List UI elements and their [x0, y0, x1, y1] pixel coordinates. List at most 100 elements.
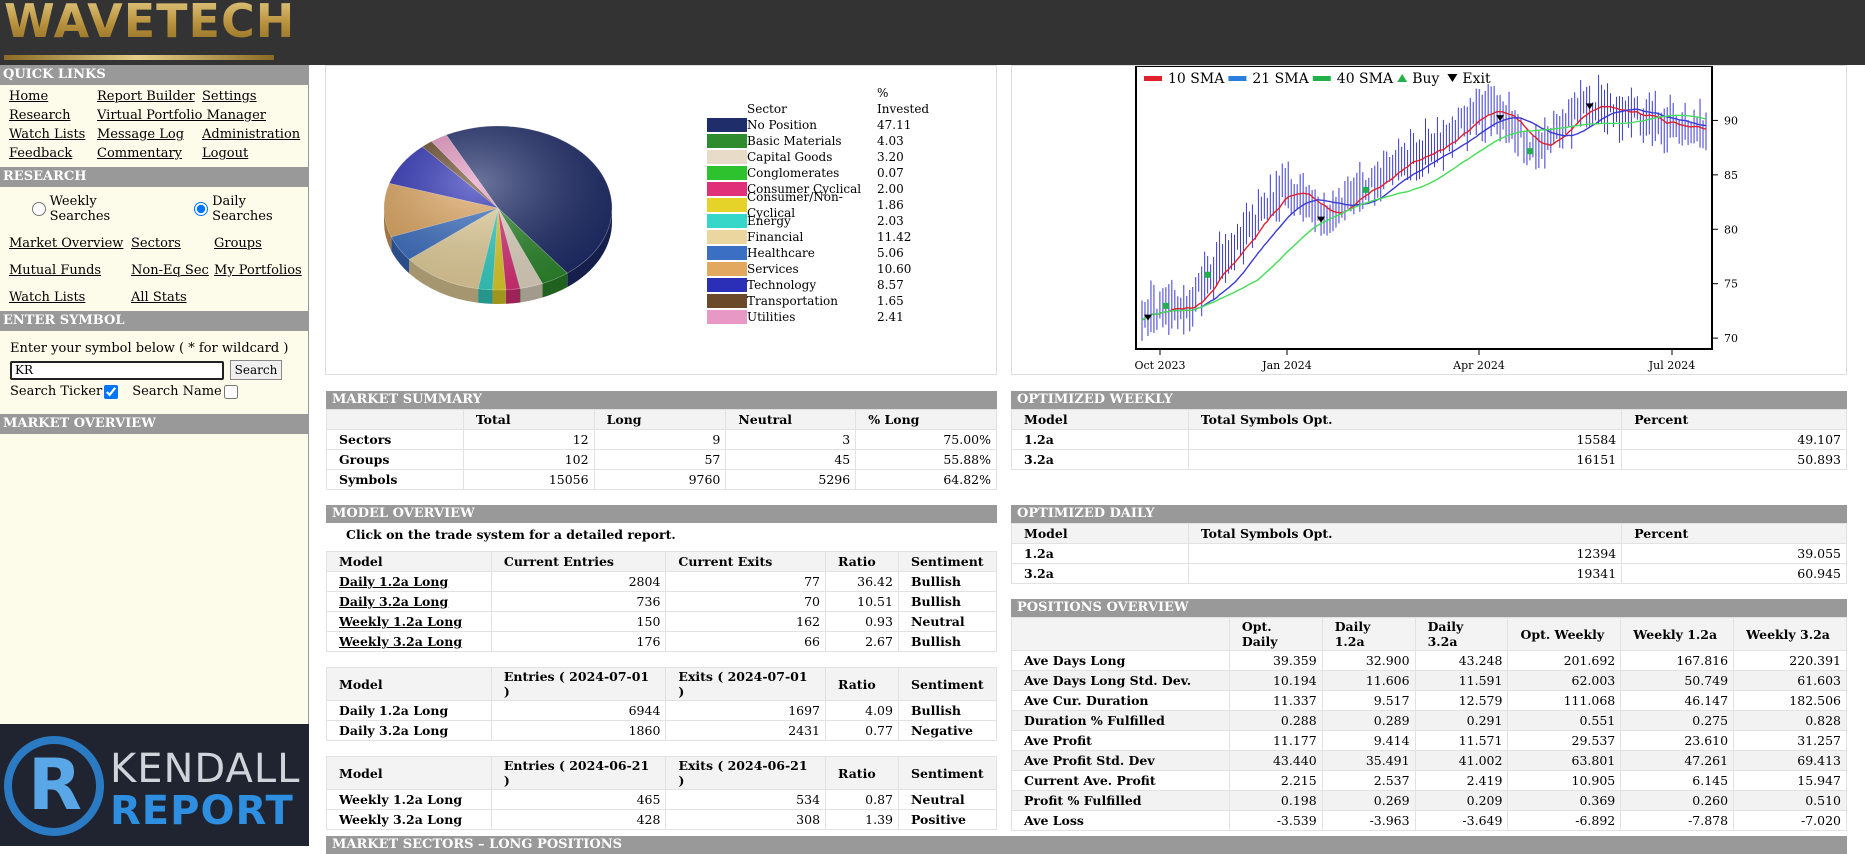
- search-name-checkbox[interactable]: [224, 385, 238, 399]
- model-current-model-link[interactable]: Daily 1.2a Long: [339, 574, 448, 589]
- pie-edge-energy: [478, 289, 492, 304]
- model-current-cell[interactable]: Daily 3.2a Long: [327, 592, 492, 612]
- link-virtual-portfolio-manager[interactable]: Virtual Portfolio Manager: [97, 108, 302, 123]
- model-weekly-header-4: Sentiment: [898, 757, 996, 790]
- link-research-watch-lists[interactable]: Watch Lists: [9, 290, 131, 305]
- link-administration[interactable]: Administration: [202, 127, 302, 142]
- model-current-cell[interactable]: Weekly 1.2a Long: [327, 612, 492, 632]
- link-sectors[interactable]: Sectors: [131, 236, 214, 251]
- link-message-log[interactable]: Message Log: [97, 127, 202, 142]
- model-weekly-cell: 534: [666, 790, 826, 810]
- model-current-model-link[interactable]: Weekly 3.2a Long: [339, 634, 462, 649]
- model-current-model-link[interactable]: Daily 3.2a Long: [339, 594, 448, 609]
- positions-cell: 43.440: [1229, 751, 1322, 771]
- model-current-header-2: Current Exits: [666, 552, 826, 572]
- link-settings[interactable]: Settings: [202, 89, 302, 104]
- positions-cell: Ave Profit: [1012, 731, 1230, 751]
- enter-symbol-title: ENTER SYMBOL: [0, 311, 308, 331]
- search-button[interactable]: Search: [230, 360, 282, 380]
- positions-cell: Ave Days Long Std. Dev.: [1012, 671, 1230, 691]
- legend-col-percent-1: %: [877, 85, 888, 101]
- legend-sector-value: 4.03: [877, 133, 904, 149]
- opt-daily-cell: 1.2a: [1012, 544, 1189, 564]
- positions-cell: 61.603: [1734, 671, 1847, 691]
- link-non-eq-sec[interactable]: Non-Eq Sec: [131, 263, 214, 278]
- legend-col-percent-2: Invested: [877, 101, 929, 117]
- link-my-portfolios[interactable]: My Portfolios: [214, 263, 309, 278]
- positions-cell: 0.828: [1734, 711, 1847, 731]
- positions-cell: 201.692: [1508, 651, 1621, 671]
- link-mutual-funds[interactable]: Mutual Funds: [9, 263, 131, 278]
- model-current-model-link[interactable]: Weekly 1.2a Long: [339, 614, 462, 629]
- link-research[interactable]: Research: [9, 108, 97, 123]
- legend-sector-name: Utilities: [747, 309, 877, 325]
- link-market-overview[interactable]: Market Overview: [9, 236, 131, 251]
- chart-legend-label: 10 SMA: [1168, 71, 1225, 87]
- legend-sector-name: Healthcare: [747, 245, 877, 261]
- opt-weekly-header-1: Total Symbols Opt.: [1188, 410, 1621, 430]
- radio-daily-label[interactable]: Daily Searches: [194, 194, 308, 224]
- market-summary-cell: 15056: [463, 470, 594, 490]
- positions-cell: 69.413: [1734, 751, 1847, 771]
- positions-cell: 43.248: [1415, 651, 1508, 671]
- legend-swatch: [707, 134, 747, 148]
- optimized-daily-title: OPTIMIZED DAILY: [1011, 505, 1847, 523]
- model-current-cell: 2.67: [826, 632, 899, 652]
- radio-weekly-label[interactable]: Weekly Searches: [32, 194, 158, 224]
- link-home[interactable]: Home: [9, 89, 97, 104]
- opt-weekly-cell: 1.2a: [1012, 430, 1189, 450]
- radio-weekly[interactable]: [32, 202, 46, 216]
- legend-sector-value: 8.57: [877, 277, 904, 293]
- symbol-input[interactable]: [10, 361, 224, 380]
- model-current-cell[interactable]: Daily 1.2a Long: [327, 572, 492, 592]
- legend-swatch: [707, 118, 747, 132]
- search-ticker-checkbox[interactable]: [104, 385, 118, 399]
- model-current-cell: 0.93: [826, 612, 899, 632]
- legend-sector-name: Services: [747, 261, 877, 277]
- model-overview-note: Click on the trade system for a detailed…: [326, 523, 997, 546]
- positions-cell: 10.905: [1508, 771, 1621, 791]
- legend-swatch: [707, 246, 747, 260]
- model-current-cell: 150: [491, 612, 666, 632]
- link-report-builder[interactable]: Report Builder: [97, 89, 202, 104]
- positions-cell: 15.947: [1734, 771, 1847, 791]
- radio-daily[interactable]: [194, 202, 208, 216]
- model-weekly-header-2: Exits ( 2024-06-21 ): [666, 757, 826, 790]
- link-watch-lists[interactable]: Watch Lists: [9, 127, 97, 142]
- symbol-search-area: Enter your symbol below ( * for wildcard…: [0, 331, 308, 405]
- opt-weekly-cell: 15584: [1188, 430, 1621, 450]
- search-name-label[interactable]: Search Name: [132, 384, 238, 399]
- link-groups[interactable]: Groups: [214, 236, 309, 251]
- research-links: Market Overview Sectors Groups Mutual Fu…: [0, 228, 308, 311]
- x-tick-label: Oct 2023: [1134, 359, 1185, 372]
- wavetech-logo[interactable]: WAVETECH: [4, 0, 295, 48]
- link-logout[interactable]: Logout: [202, 146, 302, 161]
- link-commentary[interactable]: Commentary: [97, 146, 202, 161]
- link-all-stats[interactable]: All Stats: [131, 290, 214, 305]
- model-daily-header-2: Exits ( 2024-07-01 ): [666, 668, 826, 701]
- kendall-report-logo[interactable]: R KENDALL REPORT: [0, 724, 309, 846]
- pie-edge-consumer-non-cyclical: [493, 290, 506, 304]
- search-ticker-label[interactable]: Search Ticker: [10, 384, 118, 399]
- model-weekly-cell: Neutral: [898, 790, 996, 810]
- model-weekly-cell: 1.39: [826, 810, 899, 830]
- opt-daily-cell: 60.945: [1622, 564, 1847, 584]
- opt-daily-cell: 3.2a: [1012, 564, 1189, 584]
- market-sectors-section: MARKET SECTORS – LONG POSITIONS: [326, 836, 1847, 854]
- positions-header-1: Opt. Daily: [1229, 618, 1322, 651]
- legend-sector-name: No Position: [747, 117, 877, 133]
- positions-cell: 167.816: [1621, 651, 1734, 671]
- kendall-logo-mark: R: [28, 744, 82, 826]
- chart-legend-swatch: [1313, 76, 1331, 81]
- link-feedback[interactable]: Feedback: [9, 146, 97, 161]
- model-current-cell[interactable]: Weekly 3.2a Long: [327, 632, 492, 652]
- model-current-cell: Bullish: [898, 632, 996, 652]
